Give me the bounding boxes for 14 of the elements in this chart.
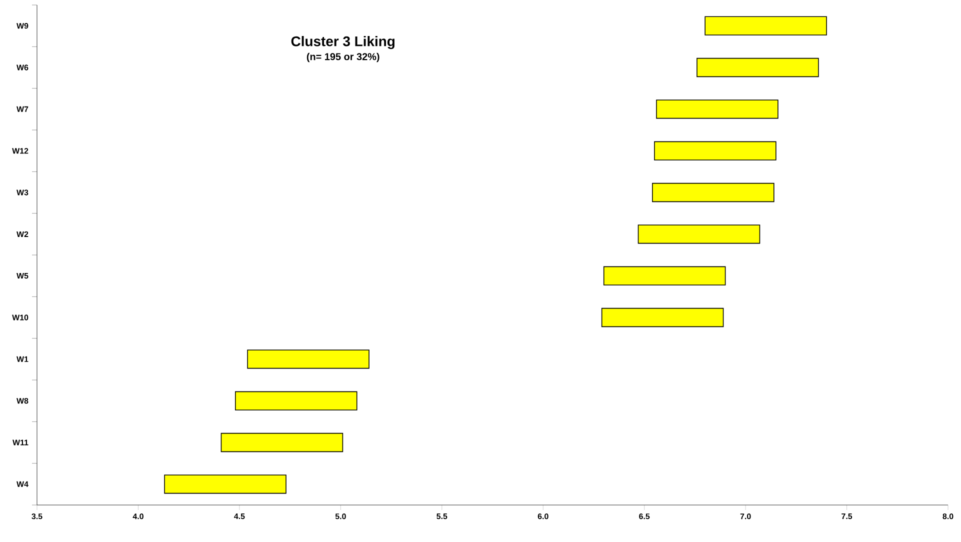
bar (654, 141, 776, 160)
bar (656, 100, 778, 119)
bar (603, 266, 726, 286)
bar (164, 474, 286, 494)
bar (220, 432, 344, 452)
bar (696, 58, 819, 78)
bar (235, 391, 358, 410)
bar (704, 16, 827, 36)
bar (638, 224, 760, 244)
text: (n= 195 or 32%) (306, 52, 380, 62)
bar (601, 308, 724, 328)
text: Cluster 3 Liking (291, 36, 394, 50)
bar (652, 182, 774, 202)
bar (247, 350, 370, 369)
